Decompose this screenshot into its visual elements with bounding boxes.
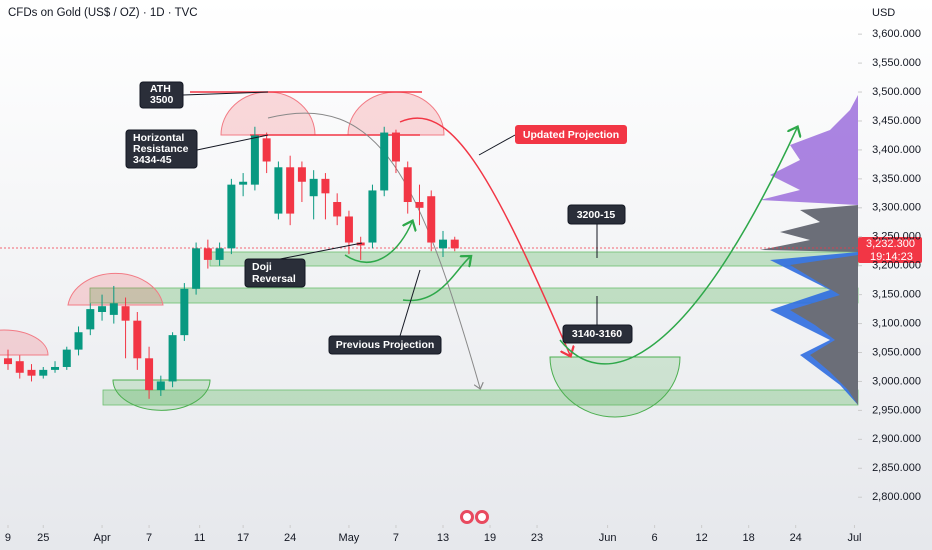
y-tick-label: 3,300.000	[872, 202, 921, 214]
x-tick-label: 17	[237, 532, 249, 544]
candle-body	[262, 138, 271, 162]
annotation-text: 3140-3160	[572, 328, 622, 340]
x-tick-label: 18	[743, 532, 755, 544]
y-tick-label: 3,400.000	[872, 144, 921, 156]
candle-body	[250, 135, 259, 185]
countdown: 19:14:23	[870, 251, 913, 263]
annotation-text: ATH	[150, 83, 171, 95]
candle-body	[368, 190, 377, 243]
candle-body	[168, 335, 177, 382]
y-tick-label: 3,350.000	[872, 173, 921, 185]
candle-body	[450, 239, 459, 249]
candle-body	[3, 358, 12, 365]
annotation-text: 3500	[150, 94, 174, 106]
x-tick-label: Jun	[599, 532, 617, 544]
y-tick-label: 2,900.000	[872, 433, 921, 445]
candle-body	[86, 309, 95, 330]
y-tick-label: 2,950.000	[872, 404, 921, 416]
candle-body	[356, 242, 365, 246]
annotation-text: Doji	[252, 261, 272, 273]
candle-body	[286, 167, 295, 214]
y-tick-label: 2,850.000	[872, 462, 921, 474]
x-tick-label: 6	[652, 532, 658, 544]
candle-body	[438, 239, 447, 249]
candle-body	[309, 178, 318, 197]
candle-body	[274, 167, 283, 214]
annotation-text: Previous Projection	[336, 339, 435, 351]
candle-body	[403, 167, 412, 203]
candle-body	[192, 248, 201, 289]
candle-body	[391, 132, 400, 162]
annotation-text: 3434-45	[133, 154, 172, 166]
annotations	[125, 81, 633, 355]
volume-profile	[760, 95, 858, 405]
candle-body	[180, 288, 189, 336]
candle-body	[62, 349, 71, 367]
y-tick-label: 3,600.000	[872, 28, 921, 40]
y-tick-label: 3,000.000	[872, 375, 921, 387]
y-tick-label: 3,150.000	[872, 289, 921, 301]
candle-body	[415, 202, 424, 208]
y-tick-label: 3,200.000	[872, 260, 921, 272]
x-tick-label: 7	[146, 532, 152, 544]
x-tick-label: 23	[531, 532, 543, 544]
y-tick-label: 3,450.000	[872, 115, 921, 127]
candle-body	[145, 358, 154, 391]
candle-body	[109, 303, 118, 315]
y-tick-label: 3,050.000	[872, 346, 921, 358]
candle-body	[227, 184, 236, 249]
chart-title: CFDs on Gold (US$ / OZ) · 1D · TVC	[8, 7, 198, 19]
candle-body	[51, 366, 60, 370]
candle-body	[427, 196, 436, 243]
candle-body	[333, 202, 342, 217]
x-tick-label: May	[339, 532, 360, 544]
y-tick-label: 3,500.000	[872, 86, 921, 98]
candle-body	[239, 181, 248, 185]
x-tick-label: Apr	[93, 532, 110, 544]
price-label-box	[858, 237, 922, 263]
x-tick-label: 11	[194, 532, 205, 544]
y-tick-label: 2,800.000	[872, 491, 921, 503]
candle-body	[98, 306, 107, 312]
x-tick-label: 24	[284, 532, 296, 544]
annotation-text: Reversal	[252, 273, 296, 285]
annotation-text: Updated Projection	[523, 129, 619, 141]
annotation-text: Horizontal	[133, 132, 184, 144]
annotation-text: Resistance	[133, 143, 189, 155]
candle-body	[156, 381, 165, 391]
candle-body	[27, 369, 36, 376]
y-tick-label: 3,100.000	[872, 317, 921, 329]
annotation-text: 3200-15	[577, 209, 616, 221]
candle-body	[380, 132, 389, 191]
currency: USD	[872, 7, 895, 19]
candle-body	[121, 306, 130, 321]
x-tick-label: 12	[696, 532, 708, 544]
candle-body	[15, 361, 24, 373]
y-tick-label: 3,250.000	[872, 231, 921, 243]
candle-body	[133, 320, 142, 359]
x-tick-label: 13	[437, 532, 449, 544]
flag-icon	[460, 510, 489, 524]
x-tick-label: 19	[484, 532, 496, 544]
x-tick-label: 25	[37, 532, 49, 544]
candle-body	[321, 178, 330, 194]
x-tick-label: 24	[790, 532, 802, 544]
price-label: 3,232.300	[866, 238, 915, 250]
x-tick-label: 9	[5, 532, 11, 544]
y-tick-label: 3,550.000	[872, 57, 921, 69]
arcs	[0, 91, 858, 418]
candle-body	[215, 248, 224, 260]
candle-body	[203, 248, 212, 260]
candle-body	[74, 332, 83, 350]
candle-body	[297, 167, 306, 182]
x-tick-label: Jul	[847, 532, 861, 544]
x-tick-label: 7	[393, 532, 399, 544]
candle-body	[344, 216, 353, 243]
candle-body	[39, 369, 48, 376]
